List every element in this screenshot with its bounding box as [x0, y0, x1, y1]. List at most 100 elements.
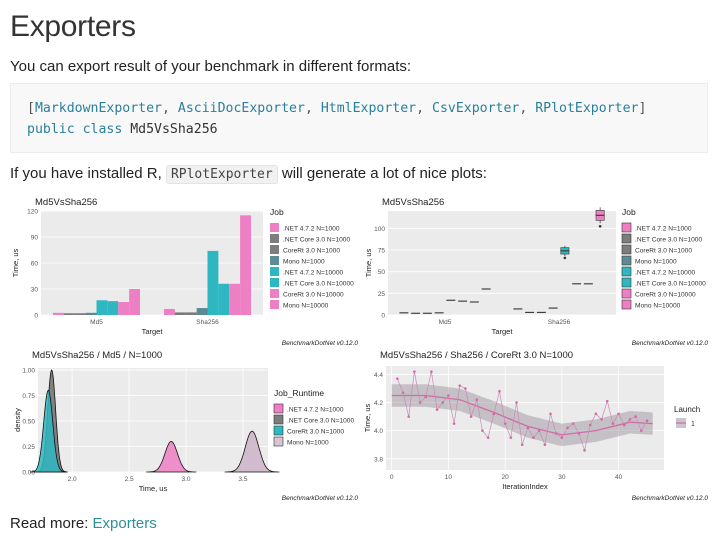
watermark-text: BenchmarkDotNet v0.12.0 [282, 340, 359, 347]
legend-swatch [621, 299, 632, 310]
legend-title: Job [270, 207, 284, 217]
y-tick-label: 0.50 [22, 419, 35, 426]
y-tick-label: 0 [34, 313, 38, 320]
bar [207, 250, 219, 315]
bar [85, 312, 97, 315]
chart-title: Md5VsSha256 [35, 197, 97, 208]
box-plot-md5-vs-sha256: Md5VsSha256 0 25 50 75 100 Md5 Sha256 Target Time… [364, 197, 708, 347]
legend-label: .NET 4.7.2 N=10000 [635, 270, 696, 277]
density-curve [146, 440, 197, 473]
x-tick-label: 0 [390, 474, 394, 481]
data-point [645, 419, 649, 423]
y-tick-label: 4.4 [374, 372, 383, 379]
data-point [628, 418, 632, 421]
y-tick-label: 30 [31, 287, 39, 294]
x-tick-label: 40 [615, 474, 623, 481]
plot-panel [386, 366, 664, 470]
legend-title: Job [622, 207, 636, 217]
data-point [458, 384, 462, 387]
data-point [447, 394, 450, 397]
data-point [492, 412, 496, 416]
legend-swatch [621, 222, 632, 233]
data-point [526, 426, 530, 430]
r-exporter-code: RPlotExporter [165, 165, 278, 184]
legend-label: .NET Core 3.0 N=10000 [283, 281, 354, 288]
legend-label: CoreRt 3.0 N=10000 [283, 292, 344, 299]
legend-swatch [621, 277, 632, 288]
chart-title: Md5VsSha256 [382, 197, 444, 208]
bar [174, 312, 186, 315]
data-point [577, 432, 581, 435]
r-sentence-before: If you have installed R, [10, 165, 162, 182]
legend-label: Mono N=1000 [287, 440, 329, 447]
data-point [640, 429, 643, 432]
data-point [583, 449, 586, 452]
data-point [469, 415, 473, 418]
x-tick-label: 10 [445, 474, 453, 481]
data-point [407, 415, 410, 418]
code-punctuation: , [519, 101, 536, 116]
code-line-2: public class Md5VsSha256 [27, 122, 218, 137]
code-exporter-name: HtmlExporter [320, 101, 417, 116]
timeline-plot-sha256: Md5VsSha256 / Sha256 / CoreRt 3.0 N=1000… [363, 350, 709, 502]
y-tick-label: 90 [31, 235, 39, 242]
y-tick-label: 100 [374, 226, 385, 233]
bar [74, 313, 86, 315]
y-axis-label: Time, us [363, 404, 372, 433]
data-point [560, 436, 564, 439]
legend-label: .NET 4.7.2 N=1000 [287, 407, 344, 414]
code-punctuation: ] [638, 101, 647, 116]
data-point [571, 422, 575, 425]
y-tick-label: 0.75 [22, 393, 35, 400]
x-tick-label: 2.0 [68, 476, 77, 483]
legend-label: CoreRt 3.0 N=10000 [635, 292, 696, 299]
read-more-label: Read more: [10, 515, 89, 532]
bar [229, 283, 241, 315]
legend-swatch [273, 403, 284, 414]
code-punctuation: [ [27, 101, 35, 116]
data-point [498, 389, 501, 393]
intro-text: You can export result of your benchmark … [10, 58, 412, 75]
x-tick-label: 20 [502, 474, 510, 481]
y-tick-label: 25 [378, 291, 386, 298]
y-tick-label: 3.8 [374, 456, 383, 463]
density-curve [224, 430, 280, 473]
bar [129, 289, 140, 315]
x-tick-label: Md5 [439, 319, 452, 326]
bar [63, 313, 75, 315]
code-line-1: [MarkdownExporter, AsciiDocExporter, Htm… [27, 101, 646, 116]
legend-title: Launch [674, 405, 700, 414]
data-point [554, 432, 558, 435]
legend-swatch [270, 278, 279, 287]
code-exporter-name: MarkdownExporter [34, 101, 162, 116]
data-point [452, 422, 456, 425]
data-point [600, 418, 603, 421]
data-point [464, 387, 467, 390]
legend-label: .NET Core 3.0 N=1000 [283, 237, 350, 244]
outlier-point [563, 256, 567, 260]
data-point [413, 370, 416, 373]
legend-label: .NET 4.7.2 N=1000 [635, 226, 692, 233]
x-tick-label: 2.5 [125, 476, 134, 483]
code-punctuation: , [162, 101, 178, 116]
read-more-link[interactable]: Exporters [92, 515, 157, 532]
y-tick-label: 75 [378, 248, 386, 255]
data-point [532, 436, 535, 439]
data-point [537, 429, 541, 432]
legend-swatch [273, 425, 284, 436]
legend-swatch [270, 234, 279, 243]
bar-plot-md5-vs-sha256: Md5VsSha256 0 30 60 90 120 Md5 Sha256 Target Time… [11, 197, 359, 347]
x-tick-label: 30 [558, 474, 566, 481]
watermark-text: BenchmarkDotNet v0.12.0 [632, 495, 709, 502]
code-block: [MarkdownExporter, AsciiDocExporter, Htm… [10, 83, 708, 153]
y-axis-label: density [13, 408, 22, 432]
legend-label: Mono N=1000 [283, 259, 325, 266]
y-tick-label: 1.00 [22, 368, 35, 375]
legend-swatch [621, 288, 632, 299]
legend-label: CoreRt 3.0 N=1000 [635, 248, 692, 255]
x-axis-label: Target [492, 327, 514, 336]
bar [196, 308, 208, 315]
legend-swatch [621, 233, 632, 244]
data-point [617, 412, 620, 416]
data-point [566, 426, 569, 430]
